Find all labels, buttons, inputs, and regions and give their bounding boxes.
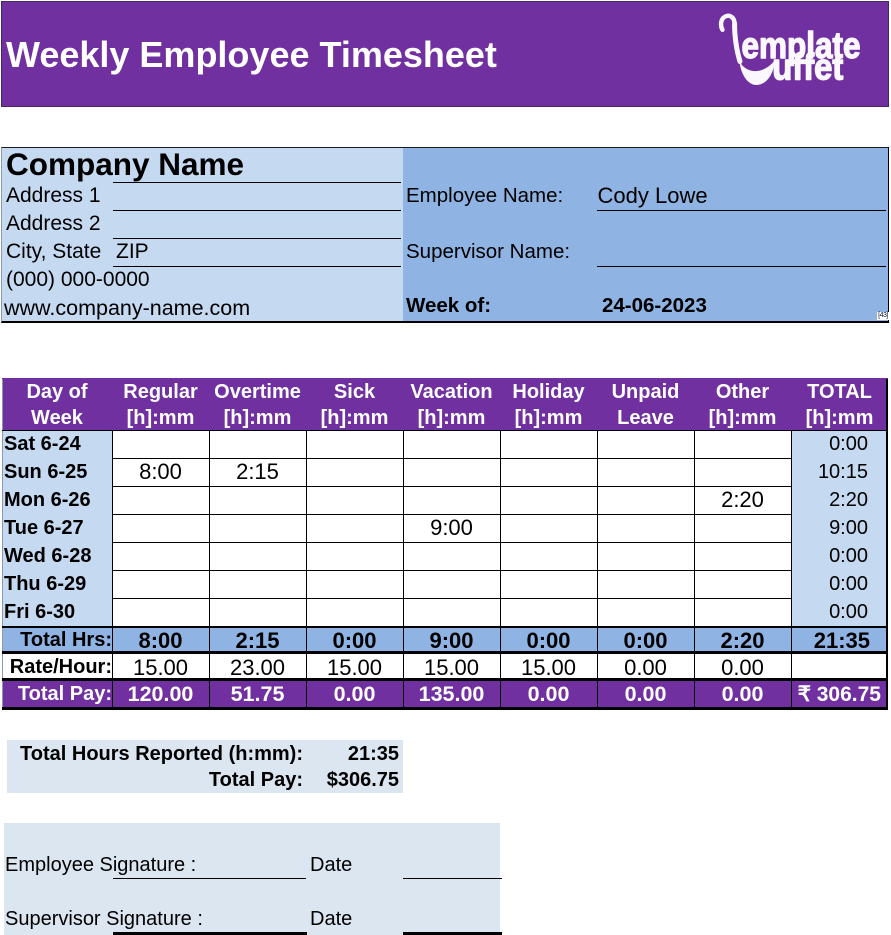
svg-text:emplate: emplate <box>742 25 861 66</box>
svg-text:uffet: uffet <box>772 46 843 87</box>
